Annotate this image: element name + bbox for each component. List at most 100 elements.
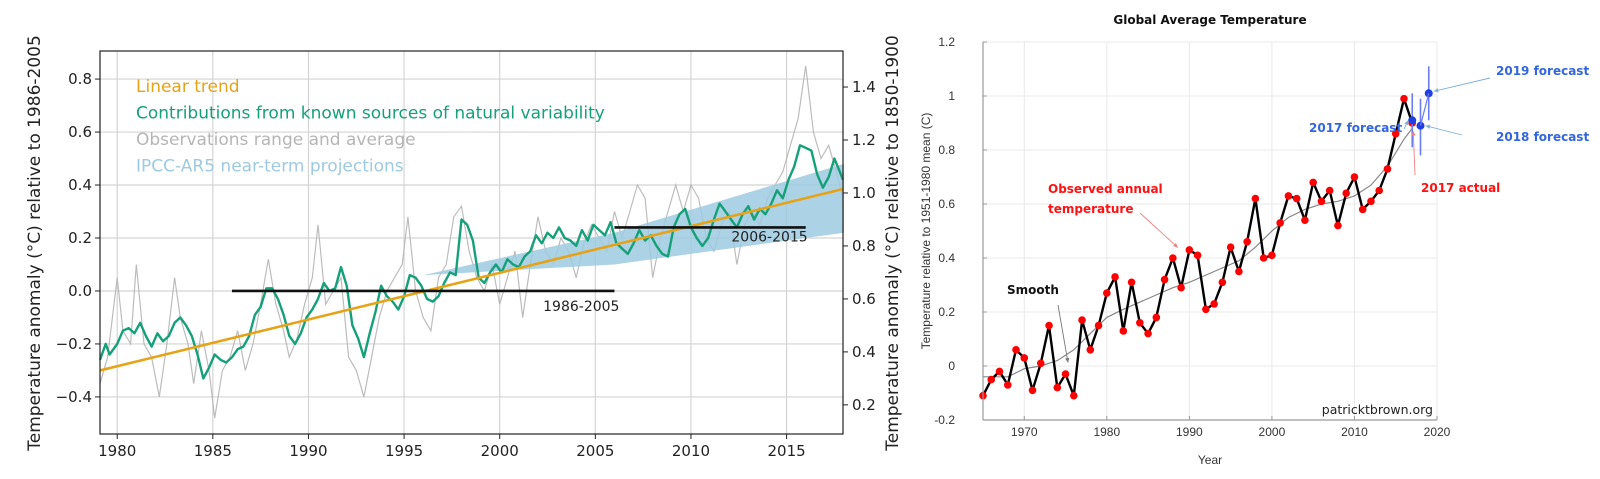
observed-point [1276,219,1284,227]
left-x-tick-label: 2015 [767,442,805,460]
observed-point [1202,305,1210,314]
right-axes [982,42,1437,421]
observed-point [1235,267,1243,276]
smooth-line [983,128,1413,378]
left-x-tick-label: 2005 [576,442,614,460]
credit-label: patricktbrown.org [1322,402,1433,417]
left-y-tick-label: −0.4 [56,388,92,406]
left-y-right-tick-label: 0.2 [852,396,876,414]
left-y-tick-label: 0.4 [68,176,92,194]
annotation-observed-label: Observed annual [1048,182,1163,196]
observed-point [1243,238,1251,246]
observed-point [1045,321,1053,330]
observed-point [1020,354,1029,362]
legend-entry: IPCC-AR5 near-term projections [136,157,404,177]
natural-variability-line [98,144,845,380]
left-x-tick-label: 2010 [672,442,710,460]
observed-point [1094,321,1103,330]
right-y-tick-label: 0.6 [938,197,955,211]
right-y-tick-label: 1.2 [938,35,955,49]
observed-point [1086,346,1095,354]
forecast-connector [1419,93,1430,126]
annotation-smooth-arrow [1057,304,1069,363]
observed-point [1334,221,1342,230]
observed-point [1119,327,1128,335]
annotation-smooth-arrow-head [1065,357,1070,363]
observed-point [1185,246,1194,254]
left-x-tick-label: 1980 [98,442,136,460]
annotation-2019-forecast-arrow-head [1433,88,1439,93]
right-chart-title: Global Average Temperature [1113,13,1306,27]
annotation-2018-forecast-label: 2018 forecast [1496,130,1589,144]
observed-point [1152,313,1161,322]
linear-trend-line [99,187,844,372]
left-y-right-tick-label: 0.8 [852,237,876,255]
right-ticks: 1970 1980 1990 2000 2010 2020 -0.2 0 0.2 0.4 0.6 0.… [934,35,1450,439]
observed-point [1268,251,1276,260]
right-y-tick-label: 0.4 [938,251,955,265]
observed-point [1160,275,1169,284]
observed-point [1070,391,1078,400]
left-period-means-layer: 1986-2005 2006-2015 [231,226,808,315]
observed-point [1367,197,1375,206]
observed-point [1012,346,1020,354]
observed-point [1136,319,1144,327]
annotation-observed-arrow-head [1173,242,1178,248]
annotation-2018-forecast-arrow [1425,125,1463,136]
right-x-tick-label: 1990 [1176,425,1203,439]
left-y-right-tick-label: 0.4 [852,343,876,361]
left-y-right-tick-label: 0.6 [852,290,876,308]
observed-point [1218,278,1227,287]
observed-point [1358,205,1367,214]
left-y-axis-right-title: Temperature anomaly (°C) relative to 185… [883,35,903,452]
left-plot-frame [99,50,844,435]
observed-point [1400,94,1408,103]
annotation-2017-forecast-label: 2017 forecast [1309,121,1402,135]
observed-point [1342,189,1350,197]
observed-point [1317,197,1326,206]
observed-point [1292,194,1301,203]
legend-entry: Observations range and average [136,130,416,150]
observed-point [1036,359,1045,368]
right-y-tick-label: 0.2 [938,305,955,319]
right-smooth-layer [983,128,1413,378]
right-annotations: Observed annual temperature Smooth 2017 act… [1007,64,1589,363]
observed-point [995,367,1004,376]
observed-point [1350,173,1359,181]
left-y-tick-label: 0.0 [68,282,92,300]
left-y-right-tick-label: 1.4 [852,78,876,96]
annotation-2017-actual-arrow-head [1411,131,1416,136]
left-natural-variability-layer [98,144,845,380]
right-y-tick-label: 1 [948,89,955,103]
period-mean-label: 2006-2015 [731,229,807,245]
observed-point [1251,194,1260,203]
left-y-axis-title: Temperature anomaly (°C) relative to 198… [25,35,45,452]
observed-point [1391,130,1400,138]
forecast-point [1408,116,1417,125]
right-y-tick-label: 0 [948,359,955,373]
right-x-tick-label: 2020 [1424,425,1451,439]
left-ticks: 1980 1985 1990 1995 2000 2005 2010 2015 −0.4 −0.2… [56,70,876,460]
observed-point [1226,243,1235,251]
observed-point [1078,316,1086,324]
right-x-tick-label: 2010 [1341,425,1368,439]
observed-line [981,97,1414,397]
annotation-2017-forecast-arrow-head [1404,120,1409,126]
observed-point [1003,381,1012,389]
annotation-observed-arrow [1139,212,1179,248]
annotation-2017-actual-label: 2017 actual [1421,181,1500,195]
observed-point [1061,370,1070,378]
projection-band [423,163,844,276]
left-y-right-tick-label: 1.2 [852,131,876,149]
observed-point [1284,192,1293,200]
left-y-tick-label: 0.8 [68,70,92,88]
right-x-axis-title: Year [1198,453,1222,467]
observed-point [1375,186,1384,195]
legend-entry: Linear trend [136,77,240,97]
right-x-tick-label: 1970 [1011,425,1038,439]
left-linear-trend-layer [99,187,844,372]
observed-point [1103,289,1111,297]
observed-point [1210,300,1218,308]
observed-point [1127,278,1136,287]
